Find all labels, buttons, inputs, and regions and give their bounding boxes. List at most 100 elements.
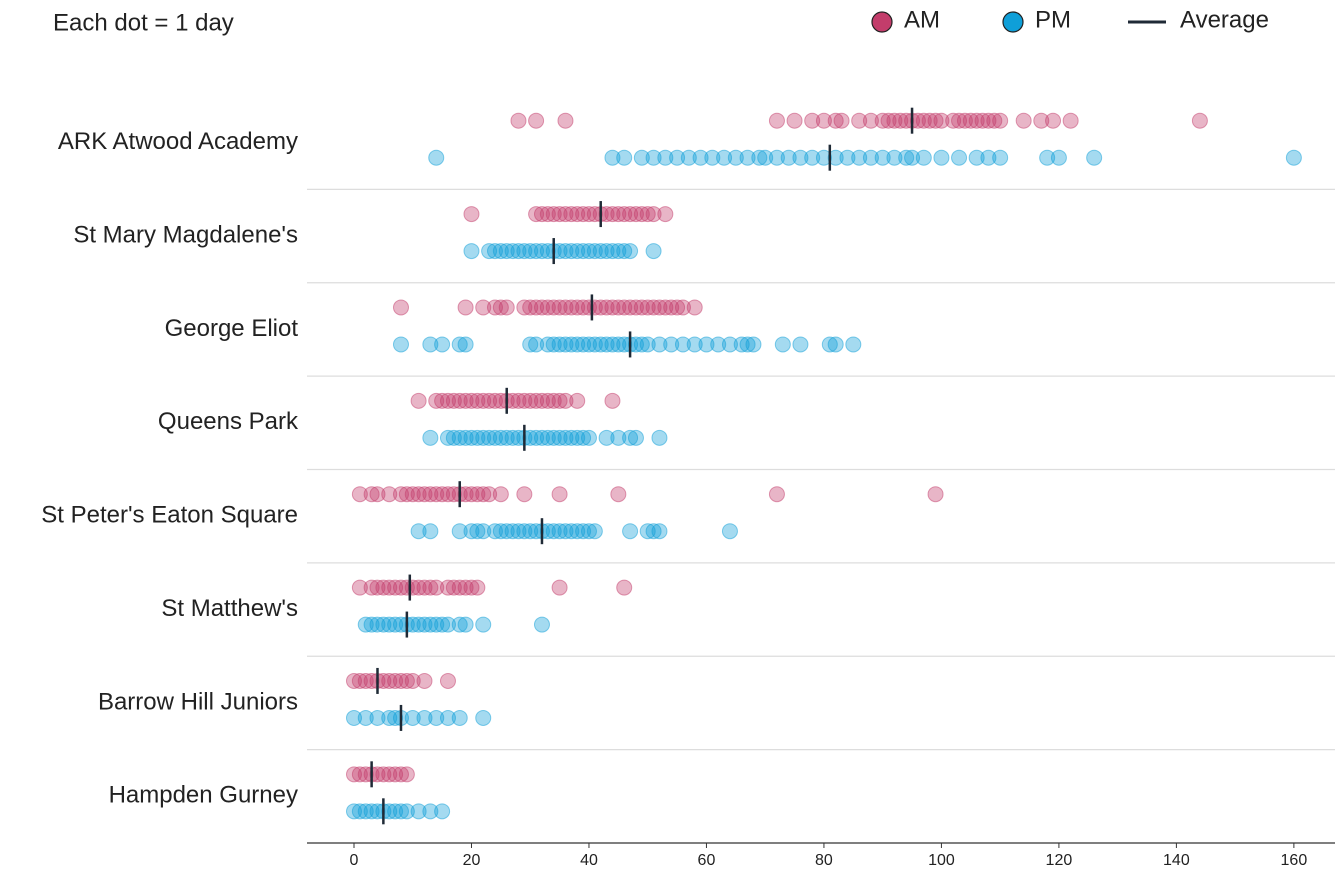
dot bbox=[545, 299, 562, 316]
dot bbox=[528, 523, 545, 540]
dot bbox=[392, 766, 409, 783]
dot bbox=[951, 112, 968, 129]
dot bbox=[392, 299, 409, 316]
dot bbox=[363, 579, 380, 596]
dot bbox=[604, 149, 621, 166]
dot bbox=[1285, 149, 1302, 166]
dot bbox=[1015, 112, 1032, 129]
dot bbox=[533, 243, 550, 260]
dot bbox=[539, 429, 556, 446]
dot bbox=[915, 149, 932, 166]
dot bbox=[563, 523, 580, 540]
dot bbox=[428, 616, 445, 633]
category-label: St Matthew's bbox=[161, 595, 298, 622]
dot bbox=[669, 149, 686, 166]
dot bbox=[551, 299, 568, 316]
dot bbox=[545, 206, 562, 223]
dot bbox=[475, 709, 492, 726]
dot bbox=[892, 112, 909, 129]
dot bbox=[510, 429, 527, 446]
dot bbox=[486, 429, 503, 446]
dot bbox=[616, 299, 633, 316]
dot bbox=[363, 486, 380, 503]
dot bbox=[586, 336, 603, 353]
dot bbox=[1191, 112, 1208, 129]
dot bbox=[528, 392, 545, 409]
x-tick-label: 20 bbox=[463, 852, 481, 869]
dot bbox=[481, 392, 498, 409]
dot bbox=[827, 112, 844, 129]
dot bbox=[516, 486, 533, 503]
dot bbox=[398, 766, 415, 783]
x-tick-label: 60 bbox=[698, 852, 716, 869]
dot bbox=[516, 523, 533, 540]
dot bbox=[533, 206, 550, 223]
dot bbox=[410, 616, 427, 633]
dot bbox=[622, 299, 639, 316]
dot bbox=[575, 299, 592, 316]
dot bbox=[369, 709, 386, 726]
dot bbox=[639, 206, 656, 223]
dot bbox=[774, 336, 791, 353]
dot bbox=[375, 766, 392, 783]
dot bbox=[915, 112, 932, 129]
dot bbox=[604, 392, 621, 409]
dot bbox=[357, 616, 374, 633]
dot bbox=[463, 486, 480, 503]
dot bbox=[369, 616, 386, 633]
dot bbox=[651, 299, 668, 316]
dot bbox=[557, 112, 574, 129]
dot bbox=[751, 149, 768, 166]
dot bbox=[557, 523, 574, 540]
dot bbox=[439, 709, 456, 726]
dot bbox=[592, 243, 609, 260]
dot bbox=[992, 112, 1009, 129]
dot bbox=[557, 336, 574, 353]
dot bbox=[375, 672, 392, 689]
dot bbox=[445, 486, 462, 503]
dot bbox=[592, 299, 609, 316]
dot bbox=[616, 336, 633, 353]
dot bbox=[463, 243, 480, 260]
dot bbox=[345, 709, 362, 726]
dot bbox=[663, 336, 680, 353]
dot bbox=[528, 299, 545, 316]
dot bbox=[1033, 112, 1050, 129]
x-tick-label: 80 bbox=[815, 852, 833, 869]
dot bbox=[451, 523, 468, 540]
dot bbox=[469, 523, 486, 540]
dot bbox=[375, 616, 392, 633]
dot bbox=[345, 766, 362, 783]
dot bbox=[504, 392, 521, 409]
dot bbox=[898, 112, 915, 129]
dot bbox=[492, 429, 509, 446]
dot bbox=[651, 429, 668, 446]
dot bbox=[727, 149, 744, 166]
dot bbox=[639, 523, 656, 540]
dot bbox=[557, 299, 574, 316]
dot bbox=[404, 709, 421, 726]
dot bbox=[439, 672, 456, 689]
dot bbox=[721, 523, 738, 540]
dot bbox=[575, 523, 592, 540]
dot bbox=[874, 149, 891, 166]
dot bbox=[968, 112, 985, 129]
dot bbox=[575, 429, 592, 446]
dot bbox=[463, 429, 480, 446]
dot bbox=[557, 206, 574, 223]
dot bbox=[439, 486, 456, 503]
dot bbox=[622, 429, 639, 446]
dot bbox=[663, 299, 680, 316]
dot bbox=[434, 392, 451, 409]
dot bbox=[733, 336, 750, 353]
category-label: Barrow Hill Juniors bbox=[98, 688, 298, 715]
dot bbox=[528, 206, 545, 223]
dot bbox=[598, 336, 615, 353]
dot bbox=[880, 112, 897, 129]
dot bbox=[469, 392, 486, 409]
dot bbox=[839, 149, 856, 166]
dot bbox=[381, 803, 398, 820]
dot bbox=[510, 112, 527, 129]
dot bbox=[545, 392, 562, 409]
dot bbox=[422, 579, 439, 596]
